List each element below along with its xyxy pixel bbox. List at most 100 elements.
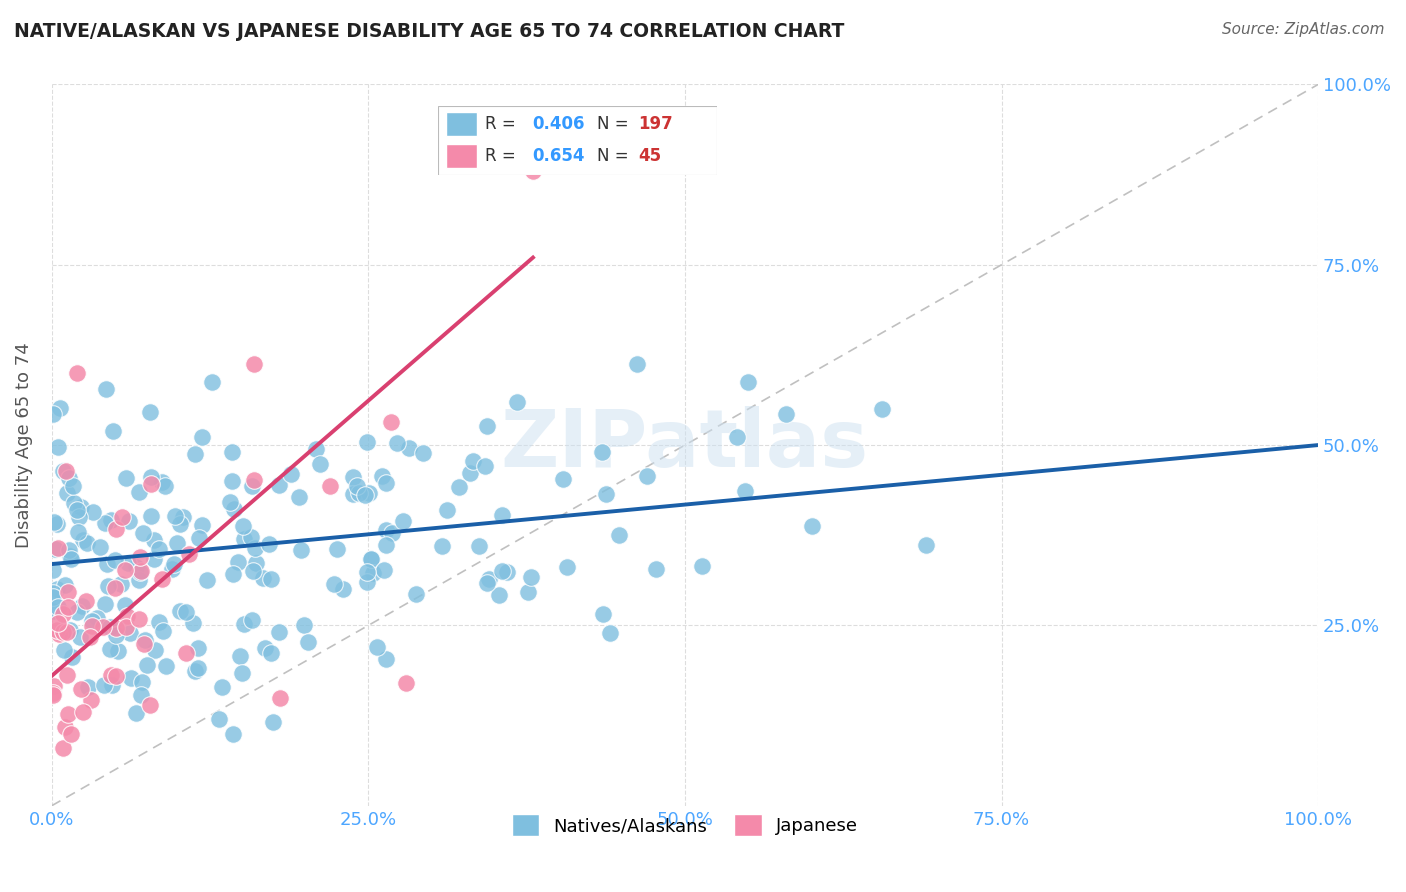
Point	[243, 541, 266, 556]
Point	[356, 434, 378, 449]
Point	[93, 620, 115, 634]
Point	[104, 627, 127, 641]
Point	[163, 557, 186, 571]
Point	[131, 525, 153, 540]
Point	[591, 445, 613, 459]
Point	[165, 509, 187, 524]
Point	[98, 620, 121, 634]
Point	[75, 594, 97, 608]
Point	[207, 712, 229, 726]
Point	[242, 357, 264, 371]
Point	[94, 382, 117, 396]
Point	[405, 586, 427, 600]
Point	[66, 366, 89, 380]
Point	[229, 648, 252, 663]
Point	[360, 552, 382, 566]
Point	[104, 522, 127, 536]
Point	[52, 464, 75, 478]
Point	[76, 680, 98, 694]
Point	[245, 557, 267, 571]
Point	[46, 516, 69, 531]
Point	[187, 640, 209, 655]
Point	[138, 698, 160, 713]
Point	[98, 642, 121, 657]
Point	[224, 502, 246, 516]
Point	[72, 705, 94, 719]
Point	[375, 524, 398, 538]
Point	[360, 552, 382, 566]
Point	[309, 457, 332, 471]
Point	[160, 562, 183, 576]
Point	[46, 616, 69, 631]
Point	[488, 588, 510, 602]
Point	[211, 680, 233, 694]
Point	[82, 505, 104, 519]
Point	[129, 564, 152, 578]
Point	[148, 541, 170, 556]
Point	[172, 509, 194, 524]
Point	[259, 537, 281, 551]
Point	[775, 407, 797, 421]
Point	[495, 565, 517, 579]
Point	[181, 616, 204, 631]
Point	[55, 668, 77, 682]
Point	[381, 525, 404, 540]
Point	[129, 549, 152, 564]
Point	[114, 563, 136, 577]
Point	[607, 528, 630, 542]
Point	[105, 621, 128, 635]
Point	[240, 479, 263, 493]
Point	[139, 509, 162, 524]
Point	[97, 579, 120, 593]
Point	[139, 476, 162, 491]
Point	[48, 627, 70, 641]
Point	[461, 453, 484, 467]
Point	[395, 676, 418, 690]
Point	[169, 604, 191, 618]
Point	[391, 514, 413, 528]
Point	[226, 555, 249, 569]
Point	[52, 625, 75, 640]
Point	[436, 503, 458, 517]
Point	[491, 508, 513, 522]
Point	[478, 572, 501, 586]
Point	[323, 577, 346, 591]
Point	[42, 604, 65, 618]
Point	[114, 620, 136, 634]
Point	[260, 572, 283, 586]
Point	[169, 517, 191, 532]
Point	[288, 490, 311, 504]
Point	[626, 358, 648, 372]
Point	[187, 661, 209, 675]
Point	[59, 549, 82, 563]
Point	[253, 640, 276, 655]
Point	[166, 535, 188, 549]
Point	[67, 509, 90, 524]
Point	[105, 669, 128, 683]
Point	[58, 471, 80, 485]
Point	[114, 598, 136, 612]
Point	[76, 535, 98, 549]
Point	[252, 571, 274, 585]
Point	[115, 608, 138, 623]
Point	[475, 575, 498, 590]
Point	[93, 678, 115, 692]
Point	[522, 164, 544, 178]
Point	[60, 650, 83, 665]
Point	[134, 637, 156, 651]
Point	[233, 617, 256, 632]
Point	[89, 540, 111, 554]
Point	[101, 678, 124, 692]
Point	[356, 565, 378, 579]
Point	[55, 625, 77, 640]
Point	[62, 479, 84, 493]
Point	[42, 590, 65, 604]
Point	[460, 466, 482, 480]
Point	[82, 618, 104, 632]
Point	[375, 538, 398, 552]
Point	[290, 543, 312, 558]
Point	[385, 436, 408, 450]
Point	[134, 632, 156, 647]
Point	[104, 553, 127, 567]
Point	[53, 643, 76, 657]
